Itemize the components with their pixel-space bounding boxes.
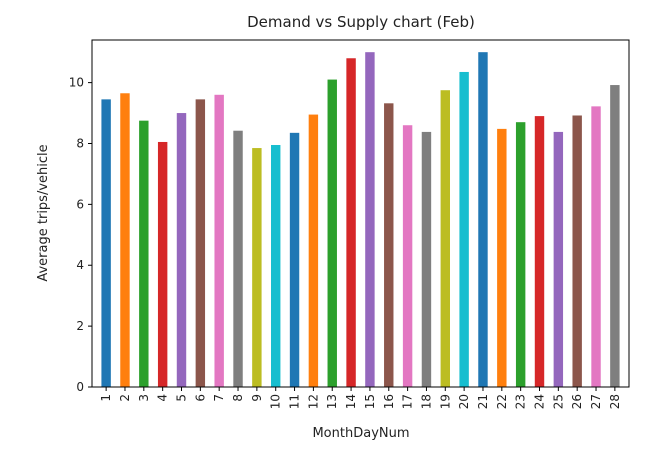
bar-20: [459, 71, 469, 388]
x-axis-label: MonthDayNum: [312, 426, 409, 441]
x-tick-label-11: 11: [288, 394, 302, 409]
x-tick-label-6: 6: [193, 394, 207, 402]
bars-group: [101, 52, 620, 388]
x-tick-label-20: 20: [457, 394, 471, 409]
bar-23: [515, 122, 526, 388]
bar-1: [101, 99, 111, 388]
bar-16: [384, 103, 394, 387]
plot-frame: [91, 39, 630, 388]
x-tick-label-22: 22: [495, 394, 509, 409]
y-axis: 0 2 4 6 8 10: [69, 76, 92, 394]
x-tick-label-3: 3: [137, 394, 151, 402]
bar-4: [157, 141, 168, 387]
x-tick-label-10: 10: [269, 394, 283, 409]
bar-28: [610, 85, 620, 388]
x-tick-label-19: 19: [438, 394, 452, 409]
bar-6: [195, 99, 206, 388]
bar-24: [534, 116, 545, 387]
bar-3: [139, 120, 149, 387]
x-tick-label-25: 25: [551, 394, 565, 409]
x-tick-label-4: 4: [156, 394, 170, 402]
bar-10: [271, 145, 281, 387]
y-axis-label: Average trips/vehicle: [36, 144, 51, 281]
bar-17: [402, 125, 413, 387]
bar-25: [553, 131, 564, 387]
x-tick-label-17: 17: [401, 394, 415, 409]
x-tick-label-2: 2: [118, 394, 132, 402]
bar-15: [365, 52, 375, 388]
bar-11: [289, 132, 300, 387]
y-tick-label-6: 6: [76, 197, 84, 211]
bar-9: [252, 148, 262, 387]
x-axis: 1 2 3 4 5 6 7 8 9 10 11 12 13 14 15 16 17 18 19 20 21 22 23 24 2…: [99, 387, 622, 409]
x-tick-label-12: 12: [306, 394, 320, 409]
bar-12: [308, 114, 319, 387]
y-tick-label-0: 0: [76, 380, 84, 394]
y-tick-label-4: 4: [76, 258, 84, 272]
bar-13: [327, 79, 337, 387]
x-tick-label-24: 24: [533, 394, 547, 409]
bar-22: [497, 128, 507, 387]
x-tick-label-27: 27: [589, 394, 603, 409]
x-tick-label-7: 7: [212, 394, 226, 402]
bar-21: [478, 52, 488, 388]
x-tick-label-1: 1: [99, 394, 113, 402]
x-tick-label-18: 18: [419, 394, 433, 409]
y-tick-label-10: 10: [69, 76, 84, 90]
bar-26: [572, 115, 582, 388]
bar-5: [176, 113, 187, 388]
bar-14: [346, 58, 356, 387]
y-tick-label-8: 8: [76, 136, 84, 150]
x-tick-label-5: 5: [175, 394, 189, 402]
bar-18: [421, 131, 432, 387]
bar-27: [591, 106, 601, 388]
chart-title: Demand vs Supply chart (Feb): [247, 13, 475, 31]
y-tick-label-2: 2: [76, 319, 84, 333]
bar-8: [233, 130, 243, 387]
x-tick-label-16: 16: [382, 394, 396, 409]
x-tick-label-13: 13: [325, 394, 339, 409]
x-tick-label-23: 23: [514, 394, 528, 409]
x-tick-label-15: 15: [363, 394, 377, 409]
x-tick-label-21: 21: [476, 394, 490, 409]
x-tick-label-9: 9: [250, 394, 264, 402]
bar-7: [214, 94, 224, 387]
x-tick-label-28: 28: [608, 394, 622, 409]
x-tick-label-8: 8: [231, 394, 245, 402]
x-tick-label-26: 26: [570, 394, 584, 409]
bar-19: [440, 90, 450, 387]
x-tick-label-14: 14: [344, 394, 358, 409]
bar-2: [120, 93, 130, 388]
